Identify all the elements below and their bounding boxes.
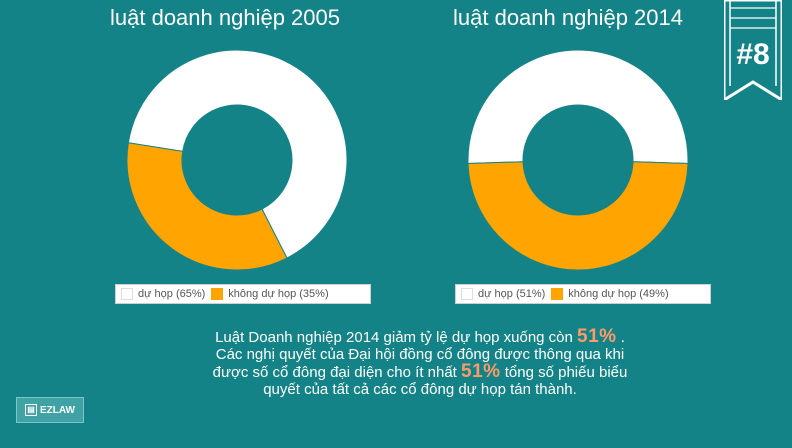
slice-attend (127, 49, 348, 259)
badge-number: #8 (736, 38, 770, 71)
legend-2005: dự họp (65%) không dự họp (35%) (115, 284, 371, 304)
chart-title-2005: luật doanh nghiệp 2005 (110, 5, 340, 30)
donut-chart-2005 (126, 49, 348, 271)
legend-item-attend[interactable]: dự họp (65%) (119, 288, 205, 300)
legend-label: không dự họp (35%) (228, 288, 329, 300)
legend-item-absent[interactable]: không dự họp (35%) (209, 288, 329, 300)
legend-label: không dự họp (49%) (568, 288, 669, 300)
legend-swatch-white (461, 288, 473, 300)
legend-label: dự họp (65%) (138, 288, 206, 300)
description-part3: tổng số phiếu biểu quyết của tất cả các … (263, 364, 628, 398)
ez-logo-icon: ▤ (25, 404, 37, 416)
chart-title-2014: luật doanh nghiệp 2014 (453, 5, 683, 30)
legend-item-absent[interactable]: không dự họp (49%) (549, 288, 669, 300)
legend-swatch-orange (211, 288, 224, 300)
legend-2014: dự họp (51%) không dự họp (49%) (455, 284, 711, 304)
ezlaw-logo[interactable]: ▤ EZLAW (16, 397, 84, 423)
donut-chart-2014 (467, 49, 689, 271)
slice-attend (467, 49, 689, 164)
description-text: Luật Doanh nghiệp 2014 giảm tỷ lệ dự họp… (200, 326, 640, 398)
highlight-percent-2: 51% (461, 361, 501, 382)
logo-text: EZLAW (40, 404, 75, 416)
highlight-percent-1: 51% (577, 326, 617, 347)
legend-swatch-white (121, 288, 133, 300)
slice-absent (126, 142, 288, 271)
ribbon-badge (724, 0, 782, 100)
legend-swatch-orange (551, 288, 564, 300)
description-part2: . Các nghị quyết của Đại hội đồng cổ đôn… (212, 329, 625, 381)
legend-item-attend[interactable]: dự họp (51%) (459, 288, 545, 300)
description-part1: Luật Doanh nghiệp 2014 giảm tỷ lệ dự họp… (215, 329, 573, 346)
legend-label: dự họp (51%) (478, 288, 546, 300)
slice-absent (467, 161, 689, 271)
